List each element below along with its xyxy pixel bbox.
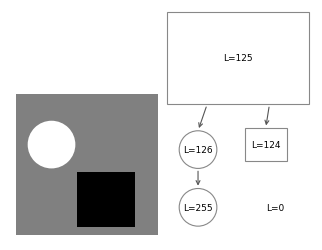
- Text: L=125: L=125: [223, 54, 253, 63]
- Bar: [16, 95, 158, 235]
- Bar: [167, 12, 309, 105]
- Text: L=0: L=0: [266, 203, 284, 212]
- Text: L=124: L=124: [251, 140, 280, 149]
- Text: L=126: L=126: [183, 146, 213, 154]
- Bar: [245, 129, 287, 161]
- Bar: [77, 172, 135, 228]
- Text: L=255: L=255: [183, 203, 213, 212]
- Ellipse shape: [179, 189, 217, 226]
- Ellipse shape: [179, 131, 217, 169]
- Ellipse shape: [28, 121, 75, 169]
